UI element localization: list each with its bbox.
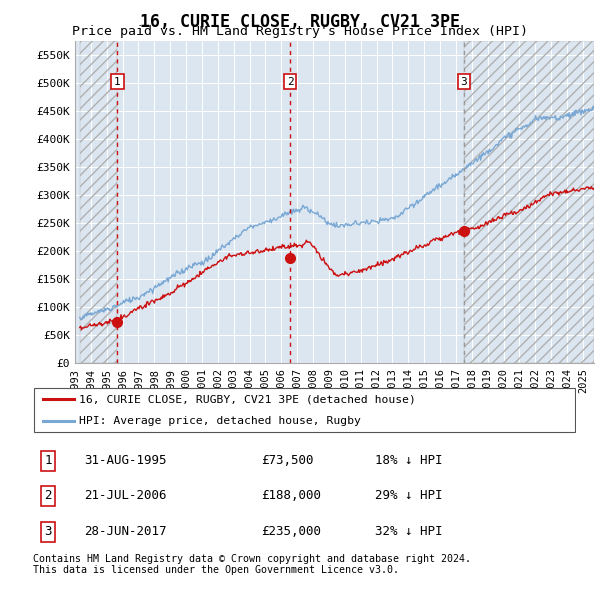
Text: 21-JUL-2006: 21-JUL-2006: [85, 489, 167, 502]
Text: 18% ↓ HPI: 18% ↓ HPI: [375, 454, 443, 467]
FancyBboxPatch shape: [34, 388, 575, 432]
Text: Price paid vs. HM Land Registry's House Price Index (HPI): Price paid vs. HM Land Registry's House …: [72, 25, 528, 38]
Text: 3: 3: [460, 77, 467, 87]
Text: 3: 3: [44, 526, 52, 539]
Text: 29% ↓ HPI: 29% ↓ HPI: [375, 489, 443, 502]
Text: This data is licensed under the Open Government Licence v3.0.: This data is licensed under the Open Gov…: [33, 565, 399, 575]
Text: £235,000: £235,000: [261, 526, 321, 539]
Text: 16, CURIE CLOSE, RUGBY, CV21 3PE (detached house): 16, CURIE CLOSE, RUGBY, CV21 3PE (detach…: [79, 394, 416, 404]
Text: Contains HM Land Registry data © Crown copyright and database right 2024.: Contains HM Land Registry data © Crown c…: [33, 553, 471, 563]
Text: HPI: Average price, detached house, Rugby: HPI: Average price, detached house, Rugb…: [79, 416, 361, 426]
Text: 2: 2: [287, 77, 293, 87]
Text: 31-AUG-1995: 31-AUG-1995: [85, 454, 167, 467]
Text: 2: 2: [44, 489, 52, 502]
Text: 1: 1: [44, 454, 52, 467]
Text: 16, CURIE CLOSE, RUGBY, CV21 3PE: 16, CURIE CLOSE, RUGBY, CV21 3PE: [140, 13, 460, 31]
Text: 28-JUN-2017: 28-JUN-2017: [85, 526, 167, 539]
Text: 32% ↓ HPI: 32% ↓ HPI: [375, 526, 443, 539]
Text: 1: 1: [114, 77, 121, 87]
Text: £188,000: £188,000: [261, 489, 321, 502]
Text: £73,500: £73,500: [261, 454, 314, 467]
